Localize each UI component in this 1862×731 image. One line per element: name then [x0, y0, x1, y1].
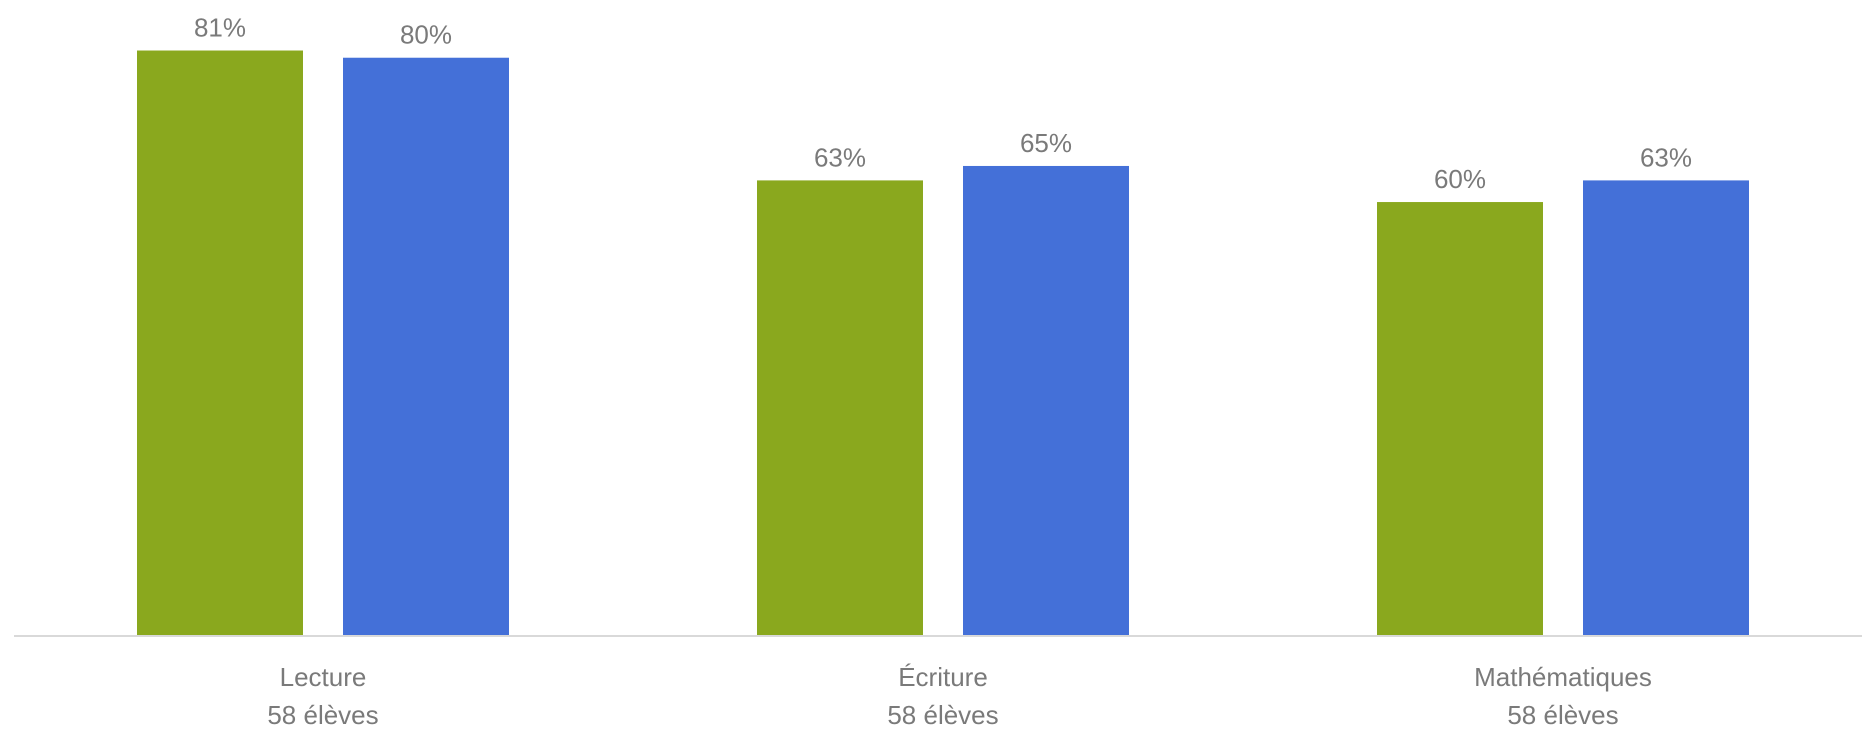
data-label-1-1: 65% — [1020, 128, 1072, 158]
bars-layer — [137, 51, 1749, 635]
bar-1-1 — [963, 166, 1129, 635]
data-label-2-0: 60% — [1434, 164, 1486, 194]
category-sublabel-0: 58 élèves — [267, 700, 378, 730]
category-label-0: Lecture — [280, 662, 367, 692]
category-sublabel-2: 58 élèves — [1507, 700, 1618, 730]
category-labels-layer: Lecture 58 élèves Écriture 58 élèves Mathéma… — [267, 662, 1652, 730]
bar-2-0 — [1377, 202, 1543, 635]
category-label-1: Écriture — [898, 662, 988, 692]
data-label-0-0: 81% — [194, 13, 246, 43]
bar-1-0 — [757, 180, 923, 635]
bar-0-0 — [137, 51, 303, 635]
data-label-2-1: 63% — [1640, 142, 1692, 172]
data-label-1-0: 63% — [814, 142, 866, 172]
bar-2-1 — [1583, 180, 1749, 635]
bar-0-1 — [343, 58, 509, 635]
data-label-0-1: 80% — [400, 20, 452, 50]
category-label-2: Mathématiques — [1474, 662, 1652, 692]
category-sublabel-1: 58 élèves — [887, 700, 998, 730]
